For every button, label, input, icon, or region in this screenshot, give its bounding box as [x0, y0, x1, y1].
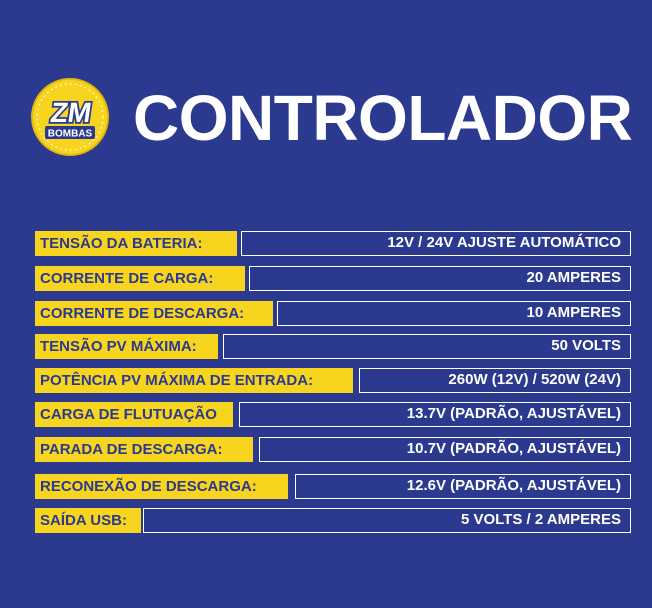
spec-label: RECONEXÃO DE DESCARGA: [35, 474, 288, 499]
spec-value: 10 AMPERES [277, 301, 631, 326]
spec-value: 13.7V (PADRÃO, AJUSTÁVEL) [239, 402, 631, 427]
spec-label: CORRENTE DE CARGA: [35, 266, 245, 291]
spec-row-discharge-stop: PARADA DE DESCARGA: 10.7V (PADRÃO, AJUST… [35, 437, 631, 462]
spec-label: SAÍDA USB: [35, 508, 141, 533]
spec-value: 5 VOLTS / 2 AMPERES [143, 508, 631, 533]
spec-label: POTÊNCIA PV MÁXIMA DE ENTRADA: [35, 368, 353, 393]
spec-value: 12V / 24V AJUSTE AUTOMÁTICO [241, 231, 631, 256]
spec-label: CARGA DE FLUTUAÇÃO [35, 402, 233, 427]
spec-value: 10.7V (PADRÃO, AJUSTÁVEL) [259, 437, 631, 462]
spec-label: PARADA DE DESCARGA: [35, 437, 253, 462]
logo-bombas-text: BOMBAS [48, 129, 93, 140]
spec-row-max-pv-input-power: POTÊNCIA PV MÁXIMA DE ENTRADA: 260W (12V… [35, 368, 631, 393]
spec-value: 12.6V (PADRÃO, AJUSTÁVEL) [295, 474, 631, 499]
spec-label: TENSÃO DA BATERIA: [35, 231, 237, 256]
spec-row-float-charge: CARGA DE FLUTUAÇÃO 13.7V (PADRÃO, AJUSTÁ… [35, 402, 631, 427]
spec-row-discharge-current: CORRENTE DE DESCARGA: 10 AMPERES [35, 301, 631, 326]
spec-row-usb-output: SAÍDA USB: 5 VOLTS / 2 AMPERES [35, 508, 631, 533]
spec-label: CORRENTE DE DESCARGA: [35, 301, 273, 326]
spec-row-battery-voltage: TENSÃO DA BATERIA: 12V / 24V AJUSTE AUTO… [35, 231, 631, 256]
zm-bombas-logo: ZM BOMBAS [31, 78, 109, 156]
spec-value: 260W (12V) / 520W (24V) [359, 368, 631, 393]
spec-label: TENSÃO PV MÁXIMA: [35, 334, 218, 359]
spec-value: 50 VOLTS [223, 334, 631, 359]
spec-row-charge-current: CORRENTE DE CARGA: 20 AMPERES [35, 266, 631, 291]
spec-value: 20 AMPERES [249, 266, 631, 291]
spec-row-max-pv-voltage: TENSÃO PV MÁXIMA: 50 VOLTS [35, 334, 631, 359]
logo-zm-text: ZM [49, 97, 94, 128]
page-title: CONTROLADOR [133, 82, 633, 154]
spec-row-discharge-reconnect: RECONEXÃO DE DESCARGA: 12.6V (PADRÃO, AJ… [35, 474, 631, 499]
